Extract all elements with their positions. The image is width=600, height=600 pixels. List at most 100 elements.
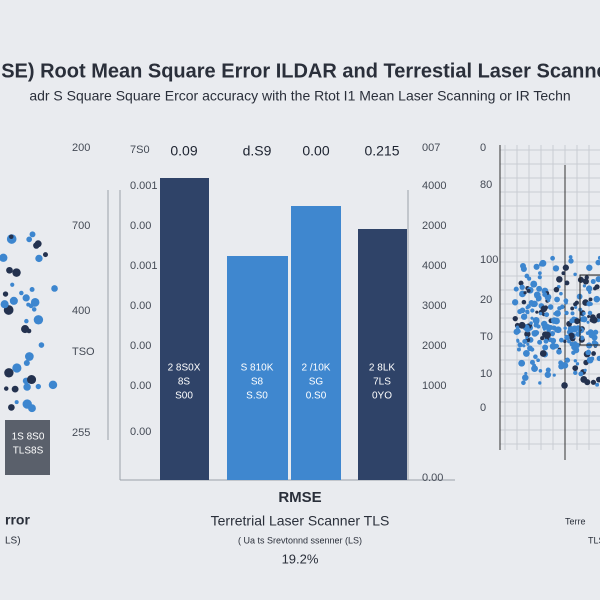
dot — [547, 298, 551, 303]
dot — [586, 264, 593, 271]
dot — [528, 300, 535, 306]
dot — [26, 236, 33, 243]
dot — [530, 308, 535, 313]
dot — [593, 295, 600, 303]
dot — [21, 325, 30, 334]
dot — [591, 339, 597, 346]
dot — [22, 294, 30, 302]
subtitle: adr S Square Square Ercor accuracy with … — [29, 88, 570, 104]
dot — [562, 264, 569, 271]
dot — [578, 371, 584, 377]
dot — [597, 255, 600, 260]
dot — [557, 306, 562, 311]
axis-label: 700 — [72, 220, 90, 232]
dot — [6, 266, 13, 274]
bar-label: 2 8S0X — [168, 363, 201, 374]
dot — [590, 356, 595, 361]
footer-heading: RMSE — [278, 489, 321, 506]
axis-label: 0.00 — [130, 300, 151, 312]
dot — [596, 376, 600, 383]
dot — [582, 311, 586, 316]
dot — [540, 336, 545, 341]
dot — [591, 334, 598, 341]
dot — [0, 300, 9, 309]
dot — [529, 321, 533, 325]
dot — [535, 310, 539, 314]
dot — [595, 259, 600, 266]
bar-label: 2 8LK — [369, 363, 395, 374]
dot — [19, 290, 24, 296]
bar-label: S00 — [175, 391, 193, 402]
axis-label: 10 — [480, 368, 492, 380]
bar — [227, 256, 288, 480]
dot — [521, 299, 527, 305]
dot — [563, 339, 567, 344]
dot — [554, 296, 560, 303]
dot — [574, 305, 578, 309]
dot — [525, 305, 530, 310]
dot — [553, 311, 557, 316]
scatter — [511, 255, 600, 389]
dot — [564, 280, 570, 286]
bar — [358, 229, 407, 480]
dot — [541, 320, 548, 328]
bar-label: S.S0 — [246, 391, 268, 402]
dot — [543, 305, 549, 310]
dot — [542, 344, 549, 351]
dot — [2, 291, 9, 297]
dot — [28, 404, 36, 413]
dot — [589, 317, 595, 323]
dot — [585, 285, 593, 292]
dot — [564, 357, 571, 363]
dot — [537, 275, 542, 280]
dot — [533, 291, 541, 299]
axis-label: 007 — [422, 142, 440, 154]
dot — [24, 318, 29, 324]
dot — [550, 317, 558, 324]
axis-label: 0.00 — [130, 380, 151, 392]
dot — [10, 282, 15, 287]
dot — [588, 297, 593, 302]
top-label: 0.00 — [302, 143, 329, 159]
dot — [536, 285, 543, 292]
dot — [23, 359, 30, 367]
dot — [544, 312, 550, 318]
dot — [587, 310, 593, 316]
dot — [538, 369, 543, 373]
dot — [533, 263, 540, 270]
dot — [8, 404, 15, 411]
dot — [544, 371, 552, 378]
dot — [513, 286, 519, 292]
dot — [29, 287, 35, 292]
dot — [549, 331, 556, 337]
dot — [516, 339, 520, 343]
footer-note: ( Ua ts Srevtonnd ssenner (LS) — [238, 535, 362, 545]
footer: Terre — [565, 516, 586, 526]
dot — [533, 319, 540, 325]
dot — [571, 325, 579, 333]
dot — [571, 350, 576, 355]
dot — [519, 284, 525, 290]
dot — [23, 383, 31, 391]
dot — [542, 292, 548, 298]
axis-label: 20 — [480, 294, 492, 306]
dot — [529, 359, 535, 365]
dot — [530, 316, 534, 320]
dot — [522, 349, 530, 357]
dot — [556, 348, 562, 355]
dot — [568, 255, 573, 259]
axis-label: 0.00 — [130, 340, 151, 352]
dot — [524, 273, 530, 279]
dot — [522, 338, 528, 344]
title: MSE) Root Mean Square Error ILDAR and Te… — [0, 60, 600, 82]
dot — [518, 321, 526, 329]
axis-label: 0.00 — [130, 426, 151, 438]
dot — [14, 400, 19, 405]
dot — [515, 325, 520, 330]
bar — [160, 178, 209, 480]
dot — [536, 297, 540, 302]
dot — [574, 318, 581, 325]
dot — [25, 352, 34, 361]
dot — [568, 332, 575, 340]
dot — [590, 379, 597, 385]
